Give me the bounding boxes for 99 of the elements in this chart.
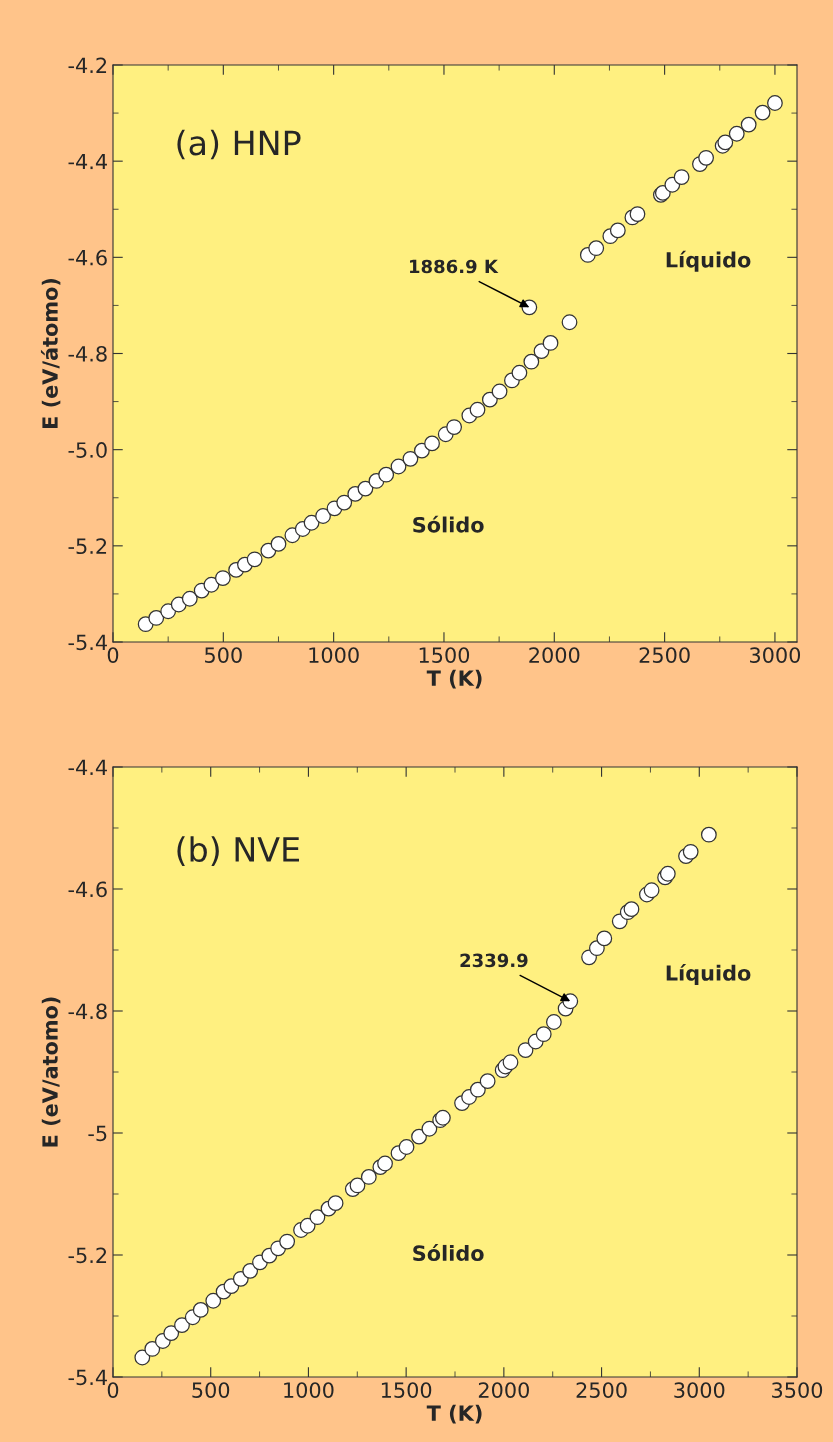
point	[596, 930, 613, 947]
point	[523, 353, 540, 370]
y-tick-label: -5.2	[68, 538, 107, 555]
x-tick-label: 1500	[419, 647, 470, 663]
annotation: 2339.9	[460, 953, 528, 968]
point	[754, 104, 771, 121]
point	[545, 1014, 562, 1030]
y-tick-label: -4.4	[68, 759, 107, 775]
point	[673, 169, 690, 185]
point	[411, 1128, 427, 1145]
point	[517, 1042, 534, 1058]
point	[242, 1262, 259, 1279]
point	[336, 494, 353, 511]
point	[279, 1233, 296, 1250]
point	[203, 576, 220, 593]
x-tick-label: 3000	[674, 1382, 725, 1398]
point	[163, 1325, 180, 1341]
x-axis-title: T (K)	[426, 1404, 482, 1424]
y-tick-label: -5.0	[68, 442, 107, 458]
x-tick-label: 2000	[529, 647, 580, 663]
annotation: Líquido	[666, 963, 751, 985]
x-axis-title: T (K)	[426, 669, 482, 689]
x-tick-label: 2500	[576, 1382, 627, 1398]
point	[378, 466, 395, 483]
point	[357, 480, 374, 497]
point	[148, 610, 165, 626]
annotation: Sólido	[413, 515, 484, 533]
point	[309, 1209, 326, 1226]
text: (b) NVE	[177, 836, 299, 866]
point	[767, 95, 783, 111]
point	[327, 1195, 344, 1212]
x-tick-label: 1000	[309, 647, 359, 663]
point	[588, 240, 605, 257]
y-tick-label: -4.2	[68, 57, 107, 73]
y-tick-label: -4.8	[68, 345, 107, 362]
point	[491, 383, 508, 400]
x-tick-label: 1000	[284, 1382, 334, 1398]
point	[205, 1292, 222, 1309]
point	[728, 125, 745, 142]
point	[315, 508, 331, 524]
text: (a) HNP	[177, 129, 301, 160]
y-axis-title: E (eV/átomo)	[40, 278, 61, 428]
y-tick-label: -4.4	[68, 153, 107, 170]
x-tick-label: 500	[192, 1382, 230, 1398]
point	[270, 536, 287, 552]
point	[542, 335, 559, 351]
x-tick-label: 3000	[750, 647, 801, 663]
annotation: Líquido	[666, 250, 751, 272]
point	[390, 458, 407, 475]
point	[192, 1301, 209, 1318]
point	[424, 435, 440, 452]
point	[561, 314, 578, 331]
point	[421, 1120, 438, 1137]
x-tick-label: 1500	[381, 1382, 432, 1398]
point	[698, 149, 715, 166]
point	[469, 401, 486, 418]
point	[469, 1081, 486, 1098]
point	[174, 1317, 190, 1334]
point	[629, 206, 646, 222]
y-tick-label: -5.2	[68, 1247, 107, 1264]
point	[134, 1349, 151, 1366]
x-tick-label: 0	[107, 1382, 119, 1398]
point	[479, 1073, 496, 1090]
point	[623, 901, 640, 918]
point	[682, 843, 699, 860]
y-tick-label: -5	[88, 1125, 107, 1142]
point	[643, 882, 660, 899]
point	[502, 1054, 519, 1071]
point	[535, 1026, 552, 1043]
point	[181, 590, 198, 607]
point	[299, 1217, 316, 1234]
point	[303, 514, 320, 531]
x-tick-label: 2500	[639, 647, 690, 663]
point	[402, 450, 419, 467]
point	[446, 419, 463, 435]
point	[349, 1177, 366, 1194]
point	[214, 570, 231, 586]
point	[659, 865, 676, 882]
point	[511, 364, 528, 381]
y-tick-label: -5.4	[68, 634, 107, 651]
y-axis-title: E (eV/atomo)	[41, 997, 61, 1147]
x-tick-label: 0	[107, 647, 119, 663]
point	[246, 551, 263, 568]
y-tick-label: -5.4	[68, 1369, 107, 1386]
point	[144, 1341, 161, 1357]
point	[609, 222, 626, 239]
annotation: 1886.9 K	[410, 259, 499, 274]
y-tick-label: -4.6	[68, 881, 107, 898]
annotation: Sólido	[413, 1244, 484, 1262]
point	[740, 116, 757, 133]
x-tick-label: 3500	[772, 1382, 823, 1398]
x-tick-label: 2000	[478, 1382, 529, 1398]
point	[398, 1139, 415, 1155]
y-tick-label: -4.6	[68, 249, 107, 266]
y-tick-label: -4.8	[68, 1003, 107, 1020]
x-tick-label: 500	[205, 647, 242, 663]
point	[377, 1155, 393, 1172]
point	[700, 826, 717, 843]
point	[360, 1169, 377, 1185]
